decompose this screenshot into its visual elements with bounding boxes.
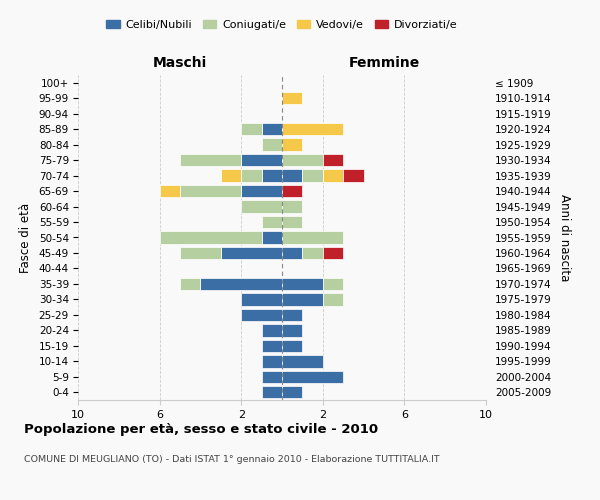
Bar xyxy=(323,154,343,166)
Bar xyxy=(221,247,282,259)
Bar xyxy=(241,200,282,212)
Bar xyxy=(282,370,343,383)
Bar xyxy=(282,386,302,398)
Bar xyxy=(282,170,302,182)
Bar xyxy=(282,200,302,212)
Bar xyxy=(282,92,302,104)
Bar xyxy=(221,170,241,182)
Bar xyxy=(282,138,302,151)
Bar xyxy=(160,232,262,243)
Bar xyxy=(180,247,221,259)
Bar xyxy=(262,216,282,228)
Bar xyxy=(262,370,282,383)
Bar xyxy=(262,340,282,352)
Bar xyxy=(262,123,282,136)
Bar xyxy=(323,278,343,290)
Bar xyxy=(262,232,282,243)
Bar xyxy=(241,308,282,321)
Bar xyxy=(323,247,343,259)
Text: Maschi: Maschi xyxy=(153,56,207,70)
Bar xyxy=(241,123,262,136)
Y-axis label: Anni di nascita: Anni di nascita xyxy=(558,194,571,281)
Bar xyxy=(241,170,262,182)
Bar xyxy=(180,154,241,166)
Bar xyxy=(282,123,343,136)
Bar xyxy=(241,185,282,198)
Bar xyxy=(282,232,343,243)
Bar xyxy=(282,355,323,368)
Bar xyxy=(323,170,343,182)
Bar xyxy=(180,185,241,198)
Bar xyxy=(262,355,282,368)
Bar xyxy=(282,247,302,259)
Bar xyxy=(262,386,282,398)
Bar xyxy=(180,278,200,290)
Bar xyxy=(282,324,302,336)
Text: Popolazione per età, sesso e stato civile - 2010: Popolazione per età, sesso e stato civil… xyxy=(24,422,378,436)
Bar xyxy=(302,170,323,182)
Bar xyxy=(241,293,282,306)
Bar xyxy=(262,170,282,182)
Bar xyxy=(282,293,323,306)
Bar xyxy=(160,185,180,198)
Bar xyxy=(343,170,364,182)
Bar xyxy=(282,278,323,290)
Bar xyxy=(282,154,323,166)
Y-axis label: Fasce di età: Fasce di età xyxy=(19,202,32,272)
Bar xyxy=(200,278,282,290)
Bar xyxy=(262,324,282,336)
Bar xyxy=(241,154,282,166)
Bar xyxy=(323,293,343,306)
Bar xyxy=(282,308,302,321)
Bar xyxy=(282,340,302,352)
Legend: Celibi/Nubili, Coniugati/e, Vedovi/e, Divorziati/e: Celibi/Nubili, Coniugati/e, Vedovi/e, Di… xyxy=(102,16,462,34)
Text: COMUNE DI MEUGLIANO (TO) - Dati ISTAT 1° gennaio 2010 - Elaborazione TUTTITALIA.: COMUNE DI MEUGLIANO (TO) - Dati ISTAT 1°… xyxy=(24,455,440,464)
Bar xyxy=(302,247,323,259)
Bar xyxy=(262,138,282,151)
Bar xyxy=(282,185,302,198)
Text: Femmine: Femmine xyxy=(349,56,419,70)
Bar xyxy=(282,216,302,228)
